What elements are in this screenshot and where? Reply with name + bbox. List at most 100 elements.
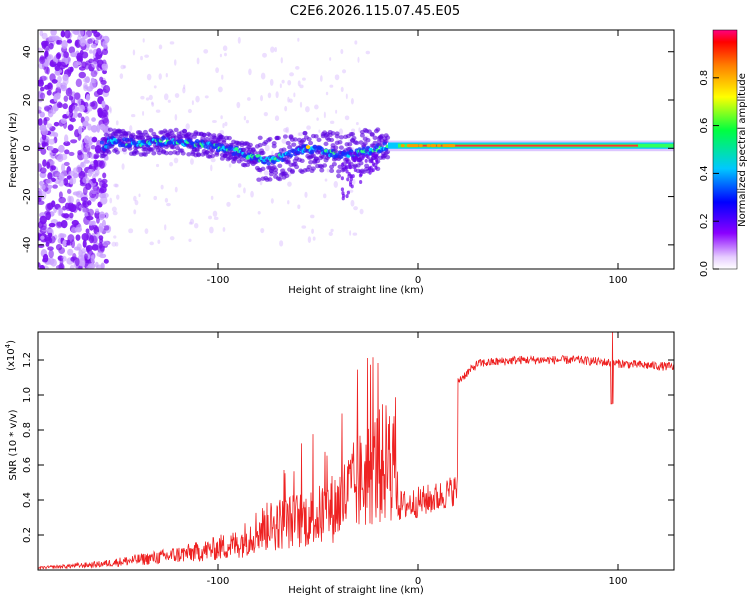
spectrogram-cell: [316, 137, 322, 143]
spectrogram-cell: [113, 183, 118, 188]
spectrogram-cell: [308, 140, 314, 146]
spectrogram-cell: [243, 187, 246, 194]
spectrogram-cell: [326, 168, 330, 173]
spectrogram-cell: [210, 158, 216, 163]
colorbar-tick-label: 0.8: [699, 70, 710, 86]
spectrogram-cell: [173, 59, 177, 66]
spectrogram-cell: [88, 220, 94, 226]
spectrogram-cell: [256, 177, 262, 182]
spectrogram-cell: [50, 160, 56, 166]
spectrogram-cell: [155, 163, 160, 168]
spectrogram-cell: [88, 49, 93, 54]
spectrogram-cell: [359, 208, 364, 215]
spectrogram-cell: [281, 138, 287, 144]
spectrogram-cell: [347, 171, 351, 176]
spectrogram-cell: [299, 84, 304, 89]
spectrogram-ytick-label: -20: [22, 188, 33, 204]
spectrogram-cell: [54, 65, 61, 72]
spectrogram-cell: [71, 30, 79, 35]
spectrogram-cell: [101, 219, 106, 228]
spectrogram-cell: [284, 173, 290, 179]
spectrogram-cell: [222, 123, 225, 129]
spectrogram-cell: [191, 100, 194, 106]
spectrogram-cell: [166, 202, 171, 207]
spectrogram-cell: [69, 212, 74, 219]
spectrogram-cell: [312, 236, 316, 241]
spectrogram-cell: [106, 150, 112, 155]
spectrogram-cell: [260, 150, 266, 156]
spectrogram-cell: [94, 39, 99, 44]
spectrogram-cell: [142, 111, 145, 116]
spectrogram-cell: [39, 86, 45, 92]
spectrogram-cell: [236, 101, 241, 109]
spectrogram-cell: [310, 214, 315, 219]
spectrogram-cell: [77, 30, 85, 38]
spectrogram-cell: [353, 158, 357, 163]
spectrogram-cell: [77, 112, 83, 118]
spectrogram-cell: [279, 240, 284, 247]
spectrogram-cell: [200, 136, 206, 141]
spectrogram-cell: [68, 46, 76, 54]
spectrogram-cell: [91, 30, 98, 34]
spectrogram-cell: [111, 241, 117, 247]
spectrogram-cell: [99, 123, 106, 131]
spectrogram-cell: [270, 198, 274, 204]
spectrogram-cell: [53, 132, 59, 138]
spectrogram-cell: [217, 86, 223, 93]
spectrogram-cell: [190, 158, 194, 165]
spectrogram-cell: [305, 145, 311, 150]
spectrogram-cell: [329, 168, 335, 174]
spectrogram-cell: [98, 241, 103, 249]
spectrogram-xtick-label: -100: [207, 275, 230, 286]
spectrogram-cell: [75, 78, 83, 88]
spectrogram-cell: [365, 137, 371, 143]
spectrogram-cell: [173, 157, 179, 164]
spectrogram-cell: [109, 107, 112, 114]
spectrogram-cell: [277, 163, 283, 168]
spectrogram-cell: [350, 199, 355, 207]
spectrogram-cell: [84, 253, 88, 261]
spectrogram-cell: [47, 82, 53, 90]
spectrogram-cell: [145, 97, 150, 101]
spectrogram-cell: [292, 137, 298, 142]
spectrogram-ytick-label: 40: [22, 45, 33, 58]
spectrogram-cell: [281, 147, 287, 152]
spectrogram-cell: [102, 69, 107, 75]
spectrogram-cell: [47, 145, 54, 151]
spectrogram-plot: -100 0 100 -40 -20 0 20 40 Height of straight l…: [8, 29, 675, 296]
spectrogram-cell: [61, 40, 68, 49]
spectrogram-cell: [210, 153, 216, 159]
spectrogram-cell: [310, 166, 316, 171]
spectrogram-cell: [418, 144, 423, 148]
spectrogram-cell: [77, 55, 83, 63]
spectrogram-cell: [214, 152, 220, 157]
spectrogram-cell: [274, 115, 280, 122]
spectrogram-cell: [334, 134, 340, 139]
spectrogram-cell: [358, 161, 364, 166]
spectrogram-cell: [82, 239, 87, 248]
spectrogram-cell: [341, 193, 346, 198]
snr-ytick-label: 0.2: [22, 527, 33, 543]
snr-series-line: [38, 332, 674, 570]
spectrogram-cell: [260, 72, 266, 80]
spectrogram-cell: [240, 147, 246, 153]
spectrogram-cell: [91, 244, 99, 251]
spectrogram-cell: [369, 132, 375, 137]
spectrogram-cell: [55, 221, 63, 229]
spectrogram-cell: [287, 79, 292, 86]
spectrogram-cell: [222, 45, 228, 52]
spectrogram-cell: [87, 38, 93, 45]
spectrogram-cell: [335, 109, 338, 114]
snr-ylabel: SNR (10 * v/v): [8, 409, 19, 480]
spectrogram-cell: [41, 140, 46, 149]
spectrogram-cell: [76, 97, 82, 107]
colorbar-tick-label: 0.2: [699, 213, 710, 229]
spectrogram-cell: [262, 52, 267, 58]
spectrogram-cell: [69, 203, 77, 213]
spectrogram-cell: [92, 177, 97, 184]
spectrogram-cell: [333, 149, 339, 154]
spectrogram-cell: [289, 72, 295, 77]
spectrogram-xlabel: Height of straight line (km): [288, 285, 424, 296]
spectrogram-cell: [91, 117, 96, 122]
spectrogram-cell: [144, 228, 149, 234]
